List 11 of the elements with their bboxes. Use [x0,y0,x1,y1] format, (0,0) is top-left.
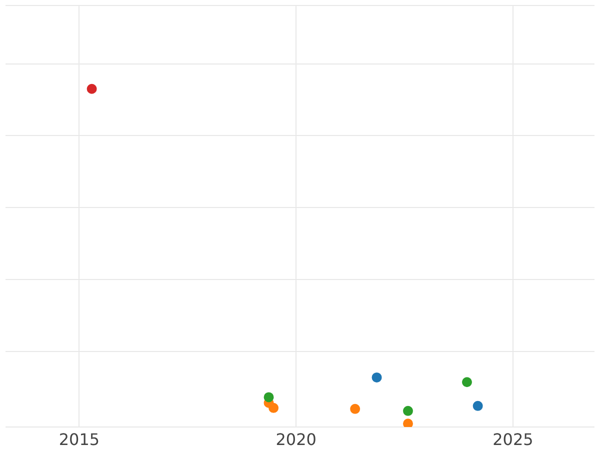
point [403,406,413,416]
point [350,404,360,414]
point [472,400,483,411]
point [462,377,472,388]
point [264,392,274,402]
point [86,84,97,94]
x-tick-label: 2025 [492,430,534,449]
x-tick-label: 2020 [276,430,316,449]
point [403,418,413,427]
point [372,372,382,382]
x-tick-label: 2015 [58,430,100,449]
